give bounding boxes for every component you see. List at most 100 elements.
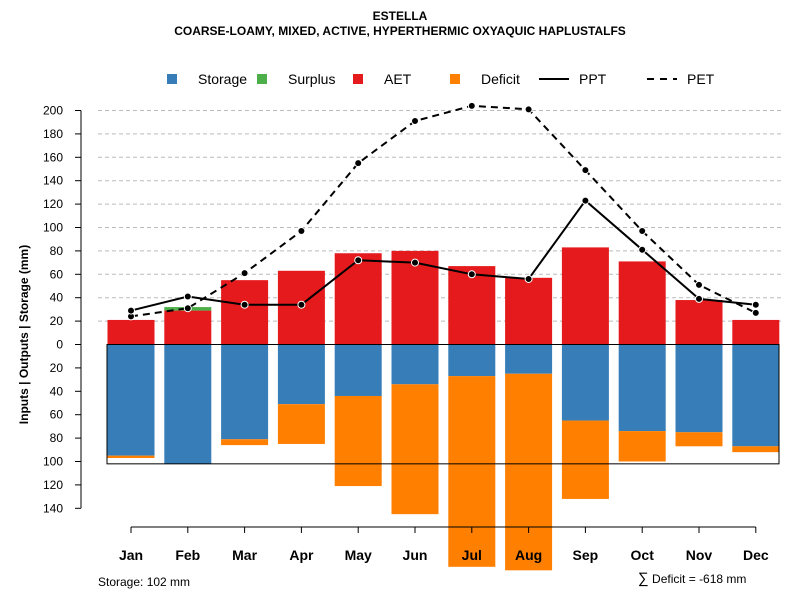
deficit-footer: ∑ Deficit = -618 mm [638,570,746,587]
axes: 2001801601401201008060402002040608010012… [17,104,769,564]
x-tick-label: Jun [403,547,428,563]
pet-point [297,227,306,236]
pet-point [467,101,476,110]
pet-point [240,269,249,278]
y-tick-label: 120 [43,478,63,492]
pet-point [524,105,533,114]
deficit-bar [221,439,269,446]
aet-bar [164,310,212,345]
x-tick-label: Jan [119,547,143,563]
aet-bar [675,300,723,345]
ppt-point [411,258,419,267]
y-tick-label: 0 [56,338,63,352]
ppt-point [240,300,249,309]
surplus-legend-label: Surplus [288,71,335,87]
ppt-point [695,294,703,303]
y-tick-label: 20 [50,314,64,328]
ppt-point [183,292,192,301]
ppt-point [127,306,135,315]
aet-bar [334,253,382,345]
pet-point [354,159,363,168]
pet-point [183,304,192,313]
storage-bar [221,344,269,440]
storage-bar [448,344,496,377]
plot-frame [106,344,780,465]
y-tick-label: 60 [50,267,64,281]
pet-point [411,117,419,126]
storage-bar [505,344,553,374]
deficit-bar [561,420,609,499]
deficit-legend-label: Deficit [481,71,520,87]
ppt-point [638,245,647,254]
x-tick-label: Aug [515,547,542,563]
storage-bar [334,344,382,396]
storage-bar [618,344,666,432]
aet-bar [732,319,780,345]
storage-legend-swatch [167,74,177,84]
storage-bar [391,344,439,385]
storage-bar [561,344,609,421]
storage-bar [277,344,325,405]
ppt-line [130,199,756,312]
y-tick-label: 180 [43,127,63,141]
chart-subtitle: COARSE-LOAMY, MIXED, ACTIVE, HYPERTHERMI… [174,24,626,38]
deficit-bar [618,431,666,462]
legend: Storage Surplus AET Deficit PPT PET [167,71,715,87]
ppt-point [751,300,760,309]
sum-symbol: ∑ [638,570,649,587]
aet-bar [221,280,269,345]
y-tick-label: 100 [43,455,63,469]
x-tick-label: Mar [232,547,257,563]
x-tick-label: Oct [631,547,655,563]
x-tick-label: Apr [289,547,314,563]
storage-bar [164,344,212,464]
x-tick-label: May [345,547,372,563]
y-tick-label: 60 [50,408,64,422]
chart-title: ESTELLA [372,9,428,23]
ppt-legend-label: PPT [579,71,607,87]
ppt-point [524,274,533,283]
x-tick-label: Dec [743,547,769,563]
aet-bar [107,319,155,345]
deficit-bar [277,404,325,444]
storage-bar [107,344,155,456]
bars [107,247,780,571]
pet-legend-label: PET [687,71,715,87]
y-tick-label: 140 [43,174,63,188]
pet-point [751,308,760,317]
y-tick-label: 40 [50,291,64,305]
deficit-bar [391,384,439,515]
deficit-legend-swatch [450,74,460,84]
storage-bar [732,344,780,447]
deficit-bar [334,395,382,487]
y-tick-label: 140 [43,501,63,515]
aet-legend-label: AET [384,71,412,87]
pet-point [695,280,703,289]
deficit-bar [732,446,780,453]
y-tick-label: 200 [43,104,63,118]
x-tick-label: Jul [462,547,482,563]
y-tick-label: 20 [50,361,64,375]
aet-bar [448,266,496,345]
aet-legend-swatch [353,74,363,84]
pet-line [130,104,757,318]
x-tick-label: Nov [686,547,713,563]
ppt-point [581,196,590,205]
pet-point [638,227,647,236]
y-tick-label: 100 [43,221,63,235]
deficit-bar [448,376,496,567]
y-tick-label: 120 [43,197,63,211]
aet-bar [618,261,666,345]
y-tick-label: 80 [50,244,64,258]
y-tick-label: 80 [50,431,64,445]
deficit-bar [107,455,155,458]
aet-bar [505,277,553,345]
y-tick-label: 40 [50,384,64,398]
ppt-point [467,270,476,279]
grid-lines [98,110,782,322]
ppt-point [297,300,306,309]
x-tick-label: Sep [573,547,599,563]
storage-legend-label: Storage [198,71,247,87]
deficit-bar [505,373,553,571]
